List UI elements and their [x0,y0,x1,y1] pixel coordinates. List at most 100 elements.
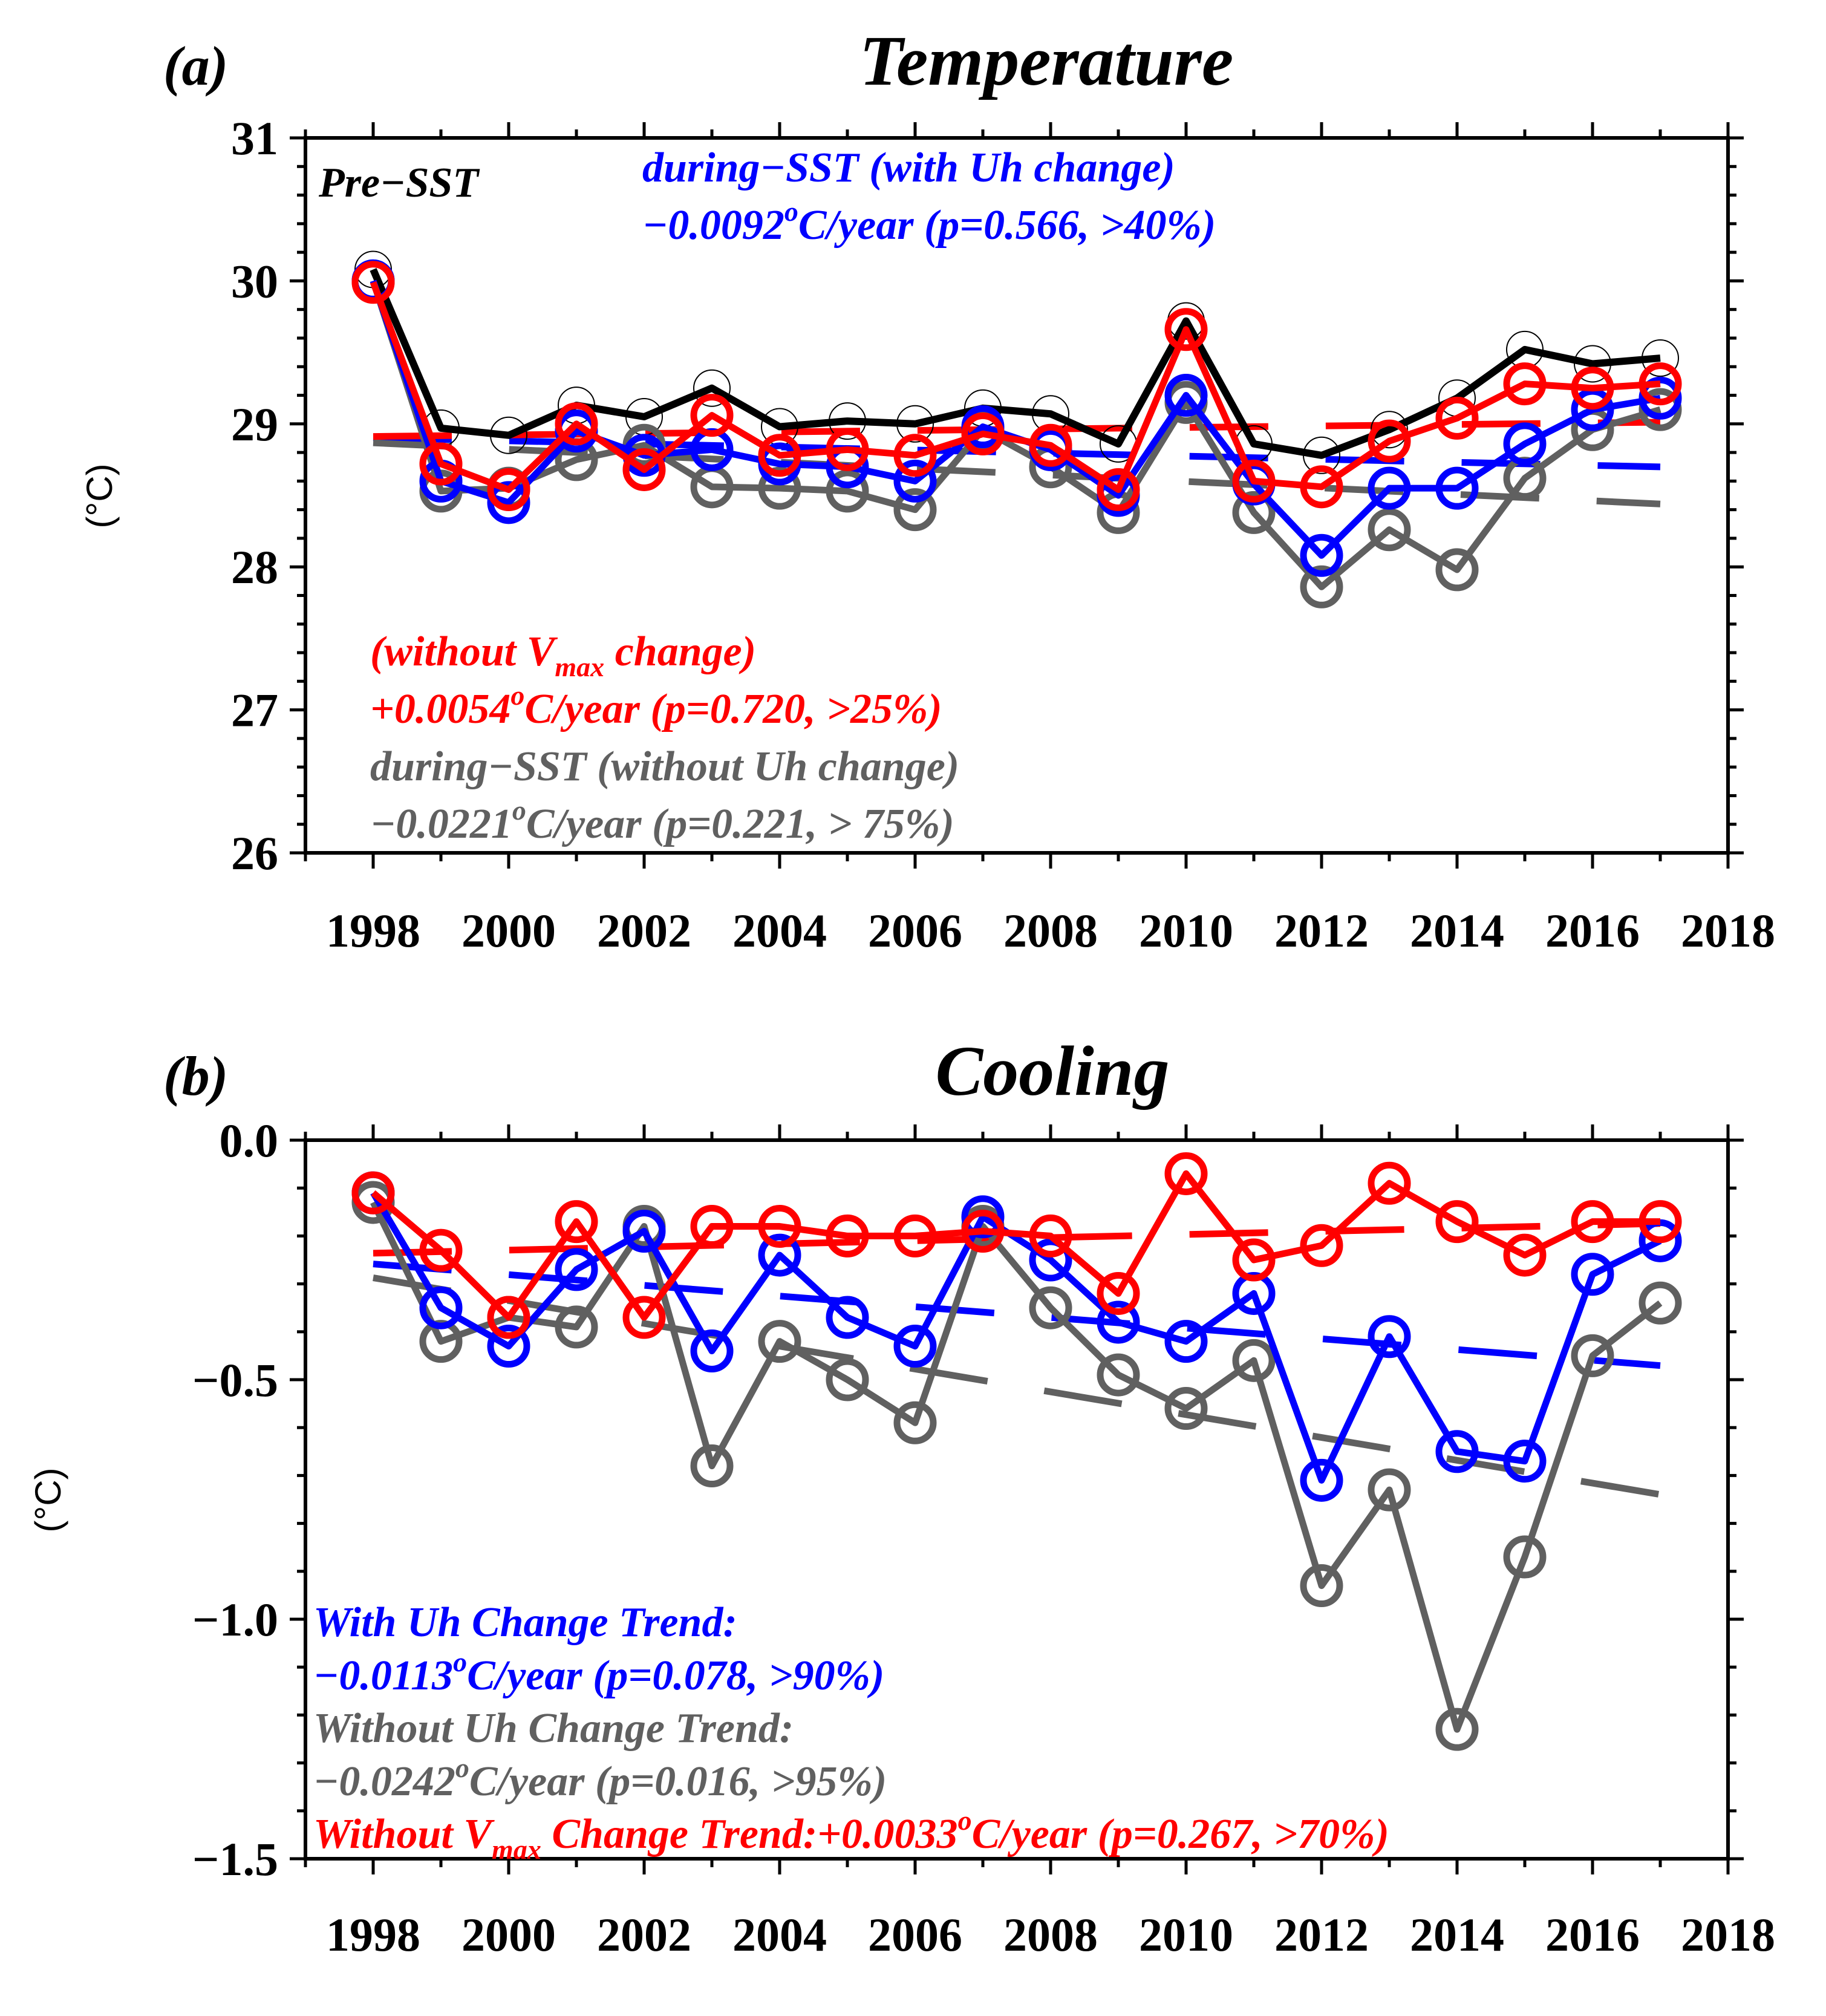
data-point [893,459,937,503]
data-point [1368,1468,1411,1512]
panel-b-trend-lines [373,1220,1661,1498]
x-tick-label: 2008 [1003,904,1098,957]
data-point [1435,1430,1479,1473]
panel-b-gray-label: Without Uh Change Trend: [313,1705,794,1752]
data-point [1164,1152,1208,1195]
y-tick-label: 29 [231,398,278,451]
data-point [758,466,801,510]
data-point [690,1444,734,1488]
panel-a-ylabel: (°C) [79,463,120,528]
x-tick-label: 2004 [732,1908,827,1961]
x-tick-label: 2010 [1139,1908,1233,1961]
data-point [1503,1233,1547,1277]
data-point [1232,491,1276,534]
data-point [893,488,937,532]
data-point [690,1329,734,1372]
y-tick-label: −1.0 [192,1593,278,1646]
data-point [419,1228,463,1272]
data-point [1368,419,1411,463]
panel-b-blue-label: With Uh Change Trend: [313,1599,737,1646]
x-tick-label: 2018 [1681,904,1775,957]
data-point [1164,308,1208,351]
x-tick-label: 2000 [461,904,556,957]
panel-a-gray-label: during−SST (without Uh change) [370,743,959,790]
data-point [351,1171,395,1215]
data-point [1097,1300,1140,1344]
x-tick-label: 2000 [461,1908,556,1961]
data-point [1232,1339,1276,1382]
data-point [622,1209,666,1253]
data-point [1368,466,1411,510]
y-tick-label: −0.5 [192,1354,278,1406]
x-tick-label: 2008 [1003,1908,1098,1961]
x-tick-label: 2006 [868,904,962,957]
y-tick-label: −1.5 [192,1833,278,1885]
data-point [555,402,598,446]
data-point [758,1320,801,1363]
panel-a-frame [304,136,1730,855]
data-point [555,1248,598,1291]
series-line [370,279,1661,590]
data-point [758,434,801,477]
data-point [1029,1286,1072,1329]
data-point [1571,1253,1614,1296]
data-point [1029,1238,1072,1282]
series-line [370,1191,1662,1484]
data-point [487,468,530,512]
data-point [1368,1161,1411,1205]
data-point [1303,436,1340,474]
trend-line [373,1220,1661,1257]
data-point [487,1296,530,1339]
panel-a-title: Temperature [859,21,1233,100]
data-point [826,1296,869,1339]
data-point [1097,1271,1140,1315]
panel-a-label: (a) [163,35,228,97]
data-point [1435,1708,1479,1751]
y-tick-label: 27 [231,684,278,737]
data-point [1639,1281,1682,1325]
x-tick-label: 2014 [1410,904,1504,957]
panel-b-red-trend: Without Vmax Change Trend:+0.0033oC/year… [313,1805,1389,1865]
panel-b-label: (b) [163,1045,228,1107]
data-point [487,1325,530,1368]
data-point [961,412,1005,455]
data-point [487,481,530,524]
data-point [1639,362,1682,406]
y-tick-label: 28 [231,541,278,593]
data-point [693,369,731,407]
panel-b-series [351,1152,1682,1751]
data-point [1232,459,1276,503]
data-point [555,1200,598,1244]
data-point [690,465,734,509]
panel-b-frame [304,1138,1730,1861]
data-point [1435,396,1479,440]
data-point [1300,465,1343,509]
data-point [622,1296,666,1339]
data-point [1097,1353,1140,1397]
data-point [419,442,463,486]
data-point [1164,1320,1208,1363]
data-point [1368,1315,1411,1359]
panel-b-cooling: (b) Cooling (°C) 1998 2000 2002 2004 2006 200… [28,1031,1775,1961]
data-point [826,469,869,513]
data-point [351,261,395,304]
data-point [896,405,934,443]
data-point [826,1214,869,1258]
panel-a-ticks: 1998 2000 2002 2004 2006 2008 2010 2012 2014 2016… [231,112,1775,957]
data-point [1435,1200,1479,1244]
data-point [690,428,734,471]
data-point [1164,1387,1208,1430]
panel-a-gray-trend: −0.0221oC/year (p=0.221, > 75%) [370,795,954,847]
data-point [1503,1440,1547,1483]
data-point [1574,345,1611,383]
panel-b-title: Cooling [936,1031,1170,1111]
x-tick-label: 1998 [326,1908,420,1961]
x-tick-label: 1998 [326,904,420,957]
data-point [826,1358,869,1401]
data-point [893,434,937,477]
data-point [1639,376,1682,420]
panel-a-red-trend: +0.0054oC/year (p=0.720, >25%) [370,680,942,732]
x-tick-label: 2014 [1410,1908,1504,1961]
data-point [690,1205,734,1248]
data-point [1300,1458,1343,1502]
